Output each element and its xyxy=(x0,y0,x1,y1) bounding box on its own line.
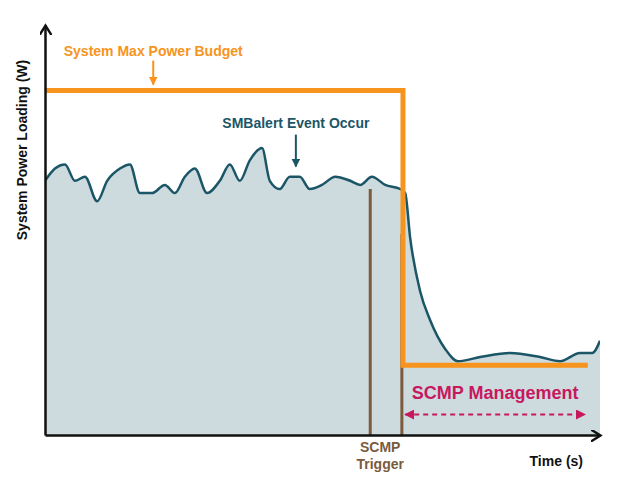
series-lines xyxy=(45,91,600,366)
trigger-label: SCMPTrigger xyxy=(356,439,404,472)
range-label: SCMP Management xyxy=(412,383,579,403)
pointer-arrow xyxy=(152,61,154,85)
pointer-label: System Max Power Budget xyxy=(64,43,243,59)
annotation-lines xyxy=(153,61,585,435)
area-fills xyxy=(45,148,600,435)
y-axis-title: System Power Loading (W) xyxy=(14,60,30,240)
trigger-line xyxy=(369,189,372,435)
pointer-label: SMBalert Event Occur xyxy=(222,115,370,131)
pointer-arrow xyxy=(295,135,297,167)
budget-line xyxy=(45,91,588,366)
trigger-label-line: SCMP xyxy=(360,439,400,455)
x-axis-line xyxy=(46,434,601,437)
chart: System Power Loading (W) Time (s) System M… xyxy=(0,0,620,488)
x-axis xyxy=(46,435,601,436)
area-outline xyxy=(45,148,600,361)
y-axis-line xyxy=(44,26,47,436)
annotation-texts: System Power Loading (W) Time (s) System M… xyxy=(14,43,583,472)
area-fill xyxy=(45,148,600,435)
range-arrow xyxy=(405,414,585,416)
y-axis xyxy=(45,26,46,436)
x-axis-title: Time (s) xyxy=(530,453,583,469)
trigger-label-line: Trigger xyxy=(356,456,404,472)
